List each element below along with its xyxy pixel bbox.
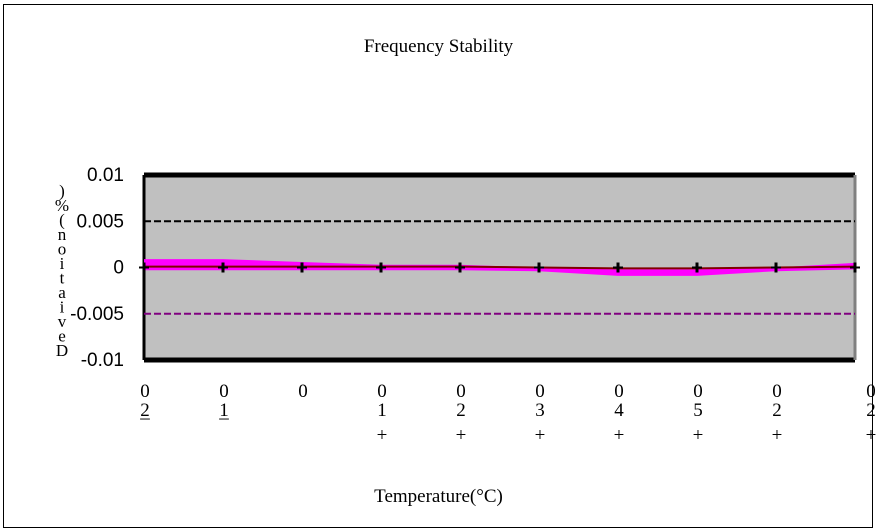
y-axis-title-glyph: v [58,312,67,331]
x-tick-label: 0 [298,381,308,402]
series-marker-4 [455,262,465,273]
y-tick-label: 0 [113,258,124,279]
series-marker-0 [139,262,149,273]
x-tick-label: 1 [377,400,387,421]
x-tick-label: 0 [535,381,545,402]
x-tick-label: 0 [693,381,703,402]
x-tick-label: 2 [456,400,466,421]
y-axis-title-glyph: i [60,298,65,317]
x-tick-label: _ [139,401,150,422]
y-axis-title-glyph: ( [59,211,65,230]
series-marker-3 [376,262,386,273]
series-marker-2 [297,262,307,273]
y-axis-title-glyph: i [60,254,65,273]
y-axis-title-glyph: % [55,196,69,215]
x-tick-label: _ [218,401,229,422]
series-marker-7 [692,262,702,273]
x-tick-label: 1 [219,400,229,421]
x-tick-label: 0 [140,381,150,402]
y-axis-title-glyph: a [58,283,66,302]
x-tick-label: 0 [614,381,624,402]
chart-title: Frequency Stability [363,36,514,57]
y-tick-label: 0.005 [76,211,124,232]
series-marker-5 [534,262,544,273]
y-axis-title-glyph: D [56,341,68,360]
y-axis-title-glyph: t [60,269,65,288]
x-tick-label: 2 [772,400,782,421]
x-tick-label: 4 [614,400,624,421]
x-tick-label: 3 [535,400,545,421]
x-axis-title: Temperature(°C) [374,486,503,507]
series-marker-8 [771,262,781,273]
y-axis-title-glyph: n [58,225,67,244]
x-tick-label: + [866,425,877,446]
x-tick-label: + [535,425,546,446]
y-tick-label: 0.01 [87,165,124,186]
x-tick-label: 5 [693,400,703,421]
x-tick-label: 2 [140,400,150,421]
x-tick-label: 2 [866,400,876,421]
series-line-3 [144,265,856,270]
x-tick-label: 0 [456,381,466,402]
x-tick-label: + [614,425,625,446]
series-marker-1 [218,262,228,273]
x-tick-label: 0 [377,381,387,402]
series-marker-6 [613,262,623,273]
y-tick-label: -0.01 [81,350,124,371]
x-tick-label: + [456,425,467,446]
y-axis-title-glyph: ) [59,182,65,201]
y-tick-label: -0.005 [70,304,124,325]
y-axis-title-glyph: e [58,327,66,346]
x-tick-label: + [377,425,388,446]
y-axis-title-glyph: o [58,240,67,259]
series-marker-9 [850,262,860,273]
x-tick-label: + [693,425,704,446]
x-tick-label: 0 [219,381,229,402]
x-tick-label: + [772,425,783,446]
x-tick-label: 0 [866,381,876,402]
x-tick-label: 0 [772,381,782,402]
